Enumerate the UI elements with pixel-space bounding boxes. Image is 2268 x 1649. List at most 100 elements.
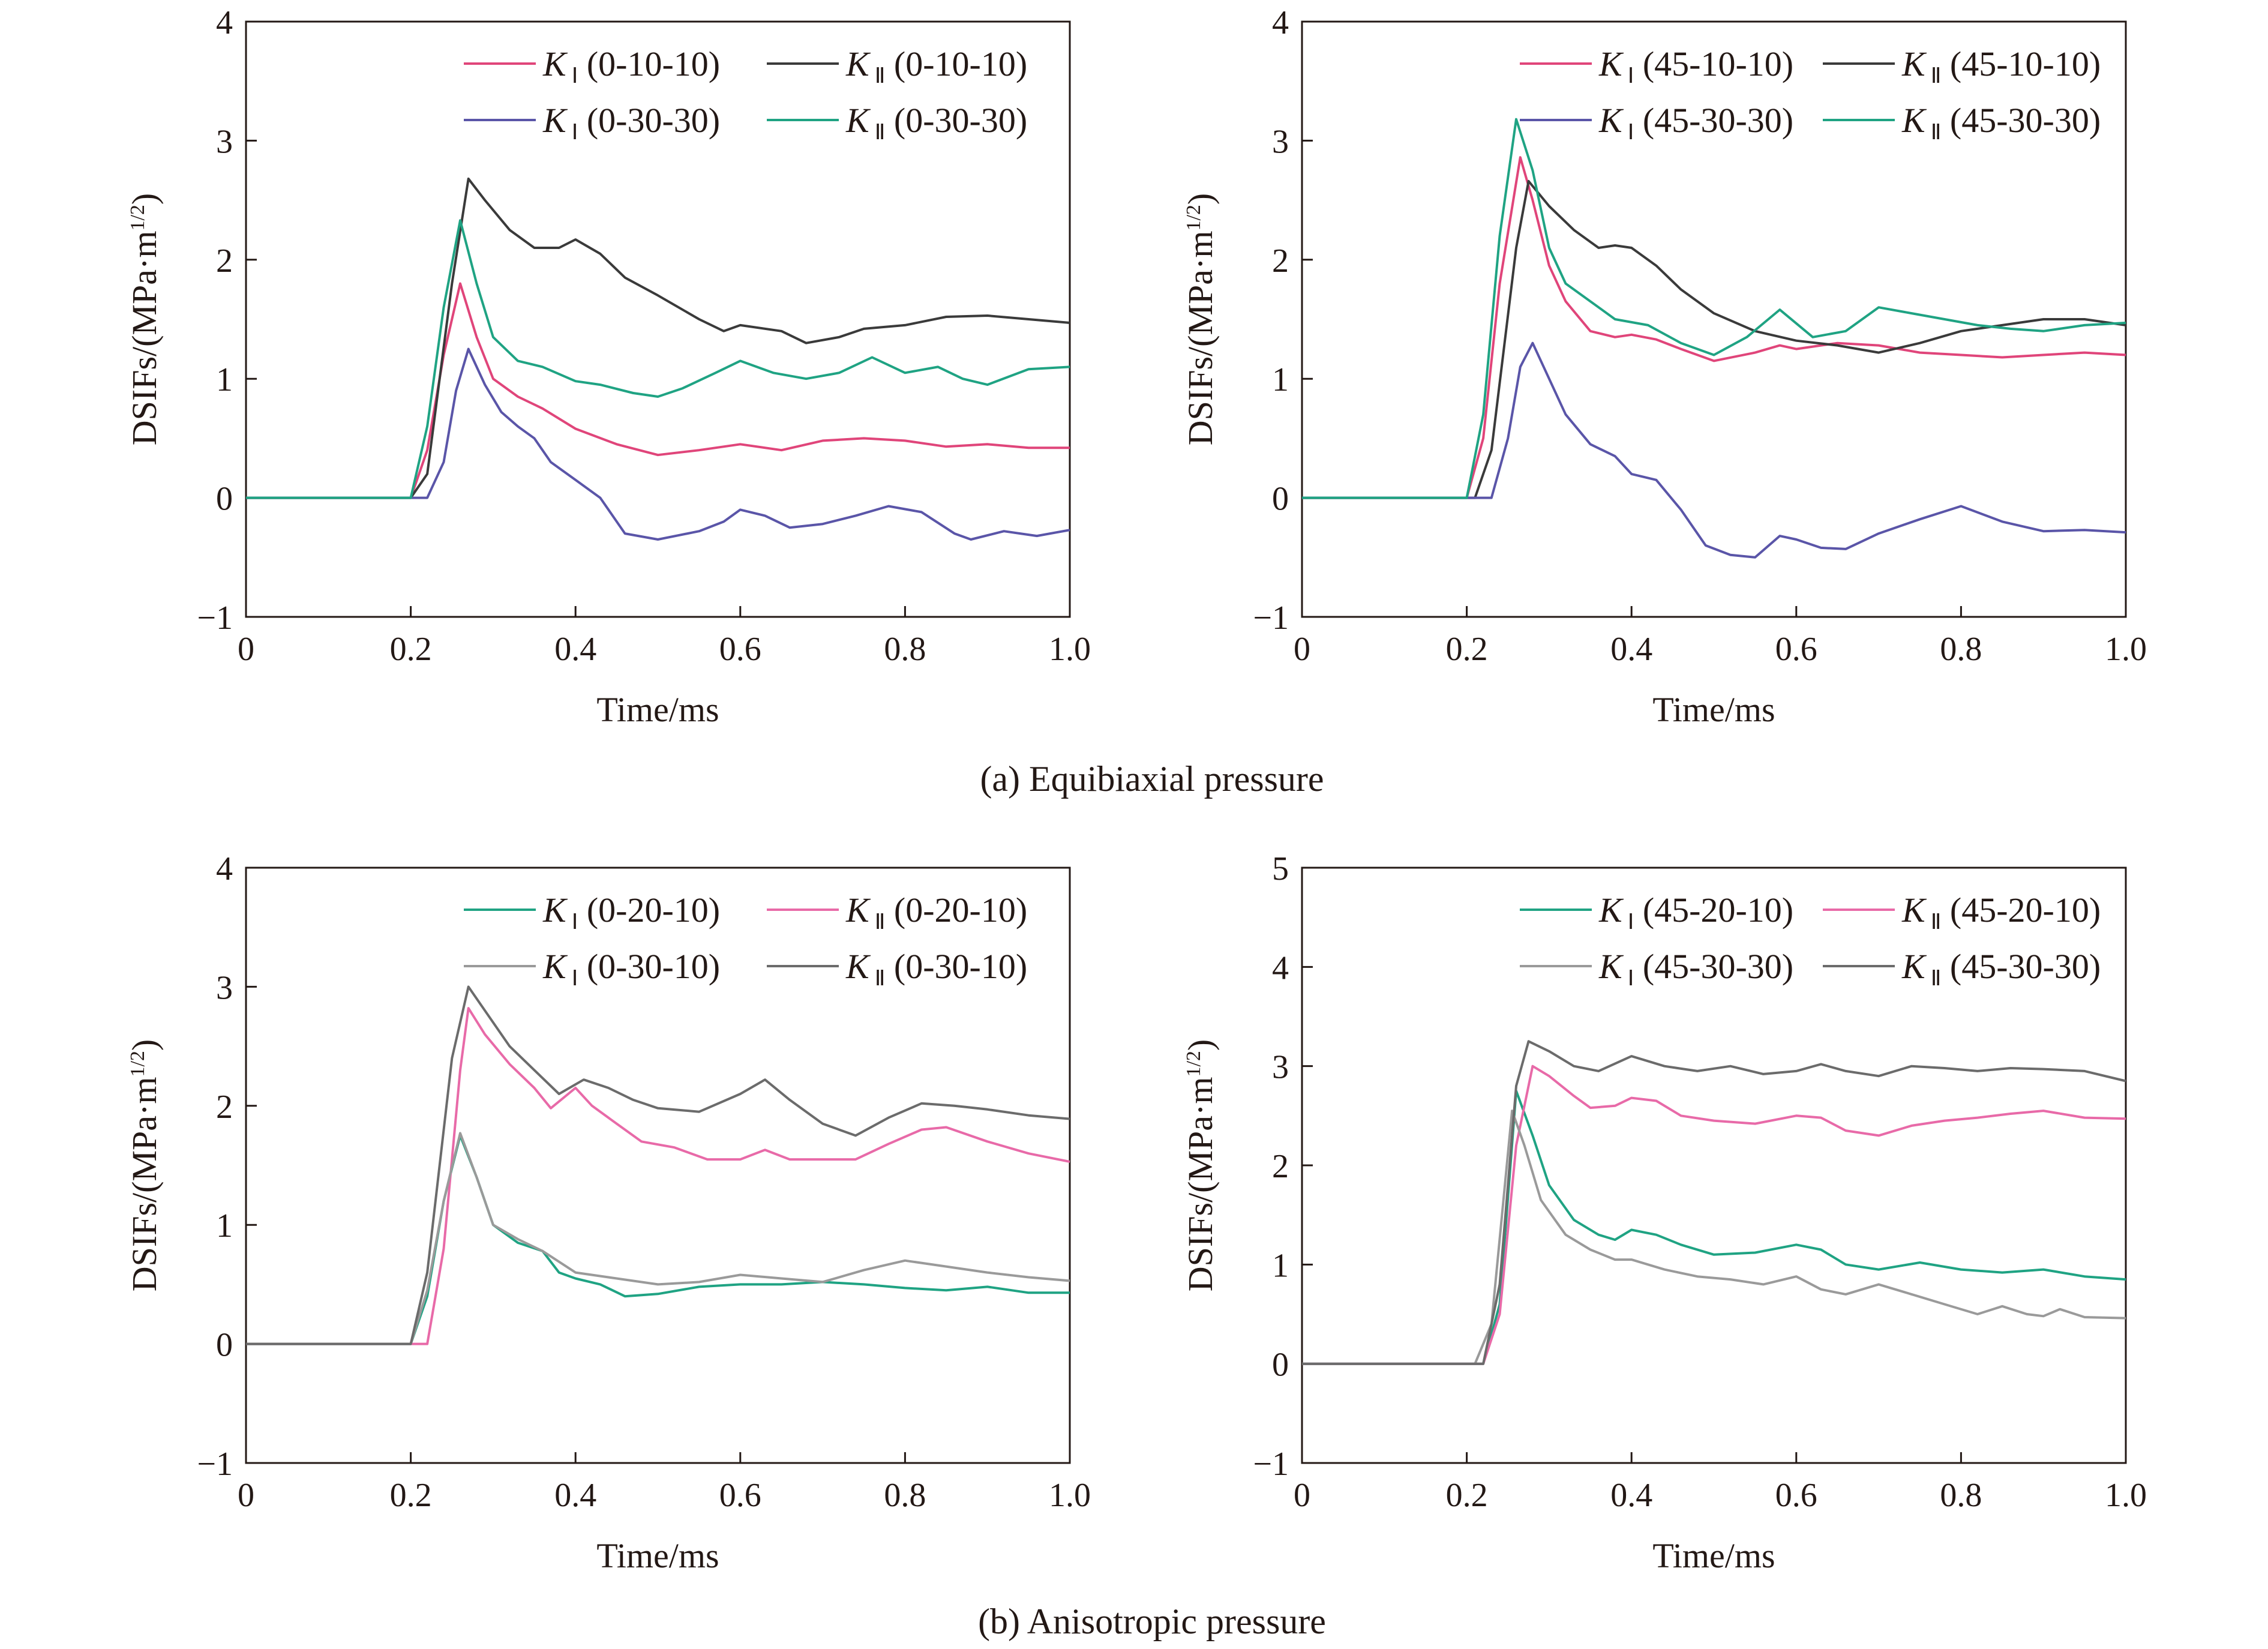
legend-subscript: Ⅱ [869,120,886,144]
legend-case: (45-20-10) [1634,891,1793,930]
plot-frame [245,867,1071,1464]
series-line-2 [246,1007,1070,1345]
series-line-1 [246,282,1070,499]
y-axis-label-exponent: 1/2 [1183,1051,1205,1077]
legend-label: K Ⅱ (0-10-10) [845,44,1027,88]
legend-case: (45-30-30) [1941,101,2101,140]
x-axis-label: Time/ms [596,1536,719,1575]
x-tick-label: 0 [238,1477,254,1514]
y-tick-label: −1 [1253,1446,1289,1483]
y-tick-label: 3 [216,123,233,160]
y-tick-label: 1 [1272,1247,1289,1284]
y-tick-label: 0 [1272,1347,1289,1384]
legend-case: (45-10-10) [1941,44,2101,83]
series-line-2 [1302,179,2126,499]
legend-subscript: Ⅱ [1925,120,1942,144]
y-tick-label: 1 [1272,361,1289,398]
legend-case: (0-10-10) [885,44,1027,83]
y-axis-label-main: DSIFs/(MPa·m [125,231,164,446]
legend-symbol: K [1598,947,1624,986]
legend-case: (0-30-30) [885,101,1027,140]
y-axis-label-close: ) [1181,1039,1220,1051]
x-tick-label: 1.0 [2105,1477,2147,1514]
legend-subscript: Ⅱ [1925,966,1942,990]
y-tick-label: 2 [1272,1148,1289,1185]
y-axis-label-exponent: 1/2 [127,1051,149,1077]
y-axis-label: DSIFs/(MPa·m1/2) [1181,1039,1220,1292]
x-tick-label: 1.0 [2105,631,2147,668]
chart-b-left: 0 0.2 0.4 0.6 0.8 1.0−101234Time/msDSIFs/(MPa… [125,850,1091,1575]
x-tick-label: 1.0 [1049,631,1091,668]
series-line-3 [246,347,1070,541]
y-tick-label: 1 [216,361,233,398]
y-tick-label: 3 [216,969,233,1006]
x-tick-label: 0.4 [1610,1477,1652,1514]
legend-symbol: K [1598,101,1624,140]
legend-label: K Ⅱ (0-30-30) [845,101,1027,144]
legend-symbol: K [542,947,568,986]
x-axis-label: Time/ms [1652,690,1775,729]
y-tick-label: −1 [1253,599,1289,637]
x-tick-label: 0.6 [719,1477,761,1514]
legend-case: (45-30-30) [1634,101,1793,140]
y-tick-label: 2 [216,1089,233,1126]
x-tick-label: 1.0 [1049,1477,1091,1514]
legend-label: K Ⅰ (45-20-10) [1598,891,1793,934]
legend-label: K Ⅱ (0-20-10) [845,891,1027,934]
legend-label: K Ⅰ (0-30-30) [542,101,720,144]
legend-subscript: Ⅰ [566,120,578,144]
series-line-4 [246,985,1070,1345]
y-tick-label: 4 [1272,4,1289,41]
legend-subscript: Ⅱ [869,910,886,934]
series-line-2 [1302,1065,2126,1365]
legend-symbol: K [1598,44,1624,83]
y-axis-label-exponent: 1/2 [127,205,149,230]
y-axis-label-main: DSIFs/(MPa·m [125,1077,164,1292]
x-axis-label: Time/ms [1652,1536,1775,1575]
legend-symbol: K [1901,891,1927,930]
y-tick-label: −1 [197,599,233,637]
x-tick-label: 0.4 [1610,631,1652,668]
series-line-1 [1302,156,2126,499]
legend-case: (0-20-10) [578,891,720,930]
caption-a: (a) Equibiaxial pressure [980,759,1324,799]
legend-label: K Ⅰ (0-20-10) [542,891,720,934]
series-line-4 [1302,1040,2126,1365]
x-tick-label: 0.2 [390,631,432,668]
x-axis-label: Time/ms [596,690,719,729]
legend-case: (45-20-10) [1941,891,2101,930]
series-line-3 [1302,341,2126,559]
y-tick-label: 4 [1272,949,1289,987]
x-tick-label: 0.6 [1775,1477,1817,1514]
y-tick-label: 4 [216,4,233,41]
y-axis-label-main: DSIFs/(MPa·m [1181,231,1220,446]
y-tick-label: 1 [216,1207,233,1245]
series-line-4 [246,219,1070,499]
caption-b: (b) Anisotropic pressure [978,1602,1326,1641]
legend-subscript: Ⅰ [1622,910,1634,934]
x-tick-label: 0.4 [554,1477,596,1514]
legend-symbol: K [845,44,871,83]
y-tick-label: 2 [1272,242,1289,280]
y-tick-label: 3 [1272,1049,1289,1086]
series-line-4 [1302,118,2126,499]
legend-subscript: Ⅱ [1925,64,1942,88]
x-tick-label: 0.6 [719,631,761,668]
y-tick-label: 5 [1272,850,1289,888]
legend-case: (45-30-30) [1941,947,2101,986]
y-tick-label: 0 [1272,481,1289,518]
x-tick-label: 0.2 [1446,631,1488,668]
legend-symbol: K [1901,101,1927,140]
legend-case: (0-20-10) [885,891,1027,930]
legend-case: (0-30-10) [885,947,1027,986]
y-axis-label-main: DSIFs/(MPa·m [1181,1077,1220,1292]
x-tick-label: 0.2 [1446,1477,1488,1514]
x-tick-label: 0.8 [1940,1477,1982,1514]
legend-label: K Ⅰ (0-10-10) [542,44,720,88]
x-tick-label: 0.8 [884,1477,926,1514]
y-tick-label: 3 [1272,123,1289,160]
chart-a-left: 0 0.2 0.4 0.6 0.8 1.0−101234Time/msDSIFs/(MPa… [125,4,1091,729]
y-tick-label: 2 [216,242,233,280]
